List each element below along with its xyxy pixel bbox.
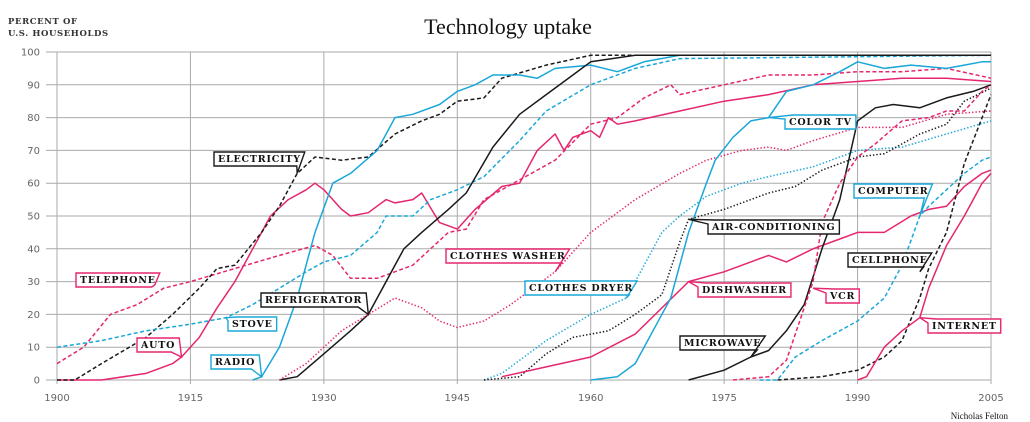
- x-tick-label: 1960: [578, 393, 603, 404]
- series-label-text: RADIO: [215, 357, 255, 368]
- series-label-telephone: TELEPHONE: [75, 272, 161, 288]
- series-line-dishwasher: [501, 169, 992, 378]
- y-tick-label: 20: [27, 310, 40, 321]
- series-line-radio: [252, 54, 991, 381]
- series-labels: TELEPHONE AUTO ELECTRICITY RADIO STOVE REFRIG…: [75, 114, 1002, 379]
- label-callout-box: [768, 114, 857, 130]
- label-callout-box: [75, 272, 161, 288]
- series-label-text: TELEPHONE: [80, 275, 156, 286]
- series-label-radio: RADIO: [210, 354, 263, 379]
- series-label-dishwasher: DISHWASHER: [688, 280, 792, 298]
- series-label-text: COMPUTER: [858, 186, 928, 197]
- y-tick-label: 80: [27, 113, 40, 124]
- y-tick-label: 70: [27, 146, 40, 157]
- label-callout-box: [688, 280, 792, 298]
- x-tick-label: 1915: [178, 393, 203, 404]
- series-label-clothes-dryer: CLOTHES DRYER: [524, 280, 639, 299]
- label-callout-box: [847, 252, 933, 273]
- label-callout-box: [136, 337, 183, 359]
- series-line-refrigerator: [279, 54, 991, 381]
- series-label-text: AIR-CONDITIONING: [711, 222, 835, 233]
- series-label-text: ELECTRICITY: [218, 154, 301, 165]
- y-tick-label: 10: [27, 343, 40, 354]
- y-tick-label: 50: [27, 212, 40, 223]
- series-label-vcr: VCR: [812, 287, 860, 304]
- series-label-internet: INTERNET: [919, 316, 1002, 334]
- series-label-text: REFRIGERATOR: [265, 295, 362, 306]
- x-tick-label: 1930: [311, 393, 336, 404]
- series-label-text: STOVE: [232, 319, 273, 330]
- x-tick-label: 1900: [44, 393, 69, 404]
- series-line-clothes-washer: [279, 110, 992, 381]
- series-line-auto: [57, 77, 992, 381]
- label-callout-box: [224, 316, 278, 332]
- series-label-text: CLOTHES WASHER: [450, 251, 566, 262]
- y-tick-label: 30: [27, 277, 40, 288]
- series-label-text: COLOR TV: [789, 117, 852, 128]
- x-tick-label: 2005: [978, 393, 1003, 404]
- x-tick-label: 1975: [711, 393, 736, 404]
- y-axis-title-line1: PERCENT OF: [8, 17, 78, 27]
- y-tick-label: 60: [27, 179, 40, 190]
- axes: 0 10 20 30 40 50 60 70 80 90 100 1900 1915 1930 1945 19…: [21, 48, 1004, 405]
- grid: [46, 51, 992, 384]
- y-tick-label: 0: [34, 376, 40, 387]
- x-tick-label: 1945: [445, 393, 470, 404]
- series-line-air-conditioning: [483, 87, 992, 381]
- series-label-clothes-washer: CLOTHES WASHER: [445, 248, 571, 273]
- label-callout-box: [812, 287, 860, 304]
- series-label-computer: COMPUTER: [853, 183, 934, 217]
- series-label-text: DISHWASHER: [702, 285, 787, 296]
- series-label-text: VCR: [829, 291, 855, 302]
- series-label-air-conditioning: AIR-CONDITIONING: [688, 218, 841, 235]
- series-label-cellphone: CELLPHONE: [847, 252, 933, 273]
- label-callout-box: [260, 292, 370, 316]
- label-callout-box: [919, 316, 1002, 334]
- series-line-electricity: [57, 54, 991, 381]
- y-tick-label: 90: [27, 80, 40, 91]
- series-label-stove: STOVE: [224, 316, 278, 332]
- series-label-microwave: MICROWAVE: [679, 335, 767, 358]
- series-label-text: CLOTHES DRYER: [529, 283, 633, 294]
- label-callout-box: [445, 248, 571, 273]
- series-label-text: CELLPHONE: [852, 255, 928, 266]
- series-line-vcr: [732, 84, 992, 381]
- series-label-text: AUTO: [140, 340, 175, 351]
- label-callout-box: [679, 335, 767, 358]
- y-axis-title-line2: U.S. HOUSEHOLDS: [8, 29, 109, 39]
- series-label-text: MICROWAVE: [684, 338, 761, 349]
- series-line-internet: [857, 172, 992, 381]
- series-label-color-tv: COLOR TV: [768, 114, 857, 130]
- chart-title: Technology uptake: [424, 14, 592, 39]
- y-tick-label: 40: [27, 244, 40, 255]
- series-line-telephone: [56, 67, 992, 365]
- series-label-refrigerator: REFRIGERATOR: [260, 292, 370, 316]
- series-lines: [56, 54, 992, 381]
- series-label-auto: AUTO: [136, 337, 183, 359]
- series-label-electricity: ELECTRICITY: [213, 151, 306, 174]
- label-callout-box: [853, 183, 934, 217]
- label-callout-box: [688, 218, 841, 235]
- x-tick-label: 1990: [845, 393, 870, 404]
- series-line-microwave: [688, 84, 992, 381]
- label-callout-box: [524, 280, 639, 299]
- label-callout-box: [213, 151, 306, 174]
- y-tick-label: 100: [21, 48, 40, 59]
- credit-text: Nicholas Felton: [951, 411, 1009, 421]
- series-label-text: INTERNET: [932, 321, 997, 332]
- series-line-cellphone: [777, 94, 992, 381]
- label-callout-box: [210, 354, 263, 379]
